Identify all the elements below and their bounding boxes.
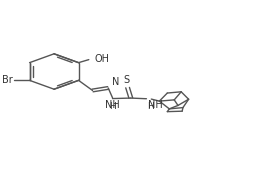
Text: H: H — [148, 102, 154, 111]
Text: OH: OH — [94, 54, 109, 64]
Text: H: H — [109, 102, 116, 111]
Text: N: N — [112, 77, 119, 87]
Text: S: S — [124, 75, 130, 85]
Text: NH: NH — [148, 100, 162, 110]
Text: Br: Br — [2, 75, 12, 85]
Text: NH: NH — [105, 100, 120, 110]
